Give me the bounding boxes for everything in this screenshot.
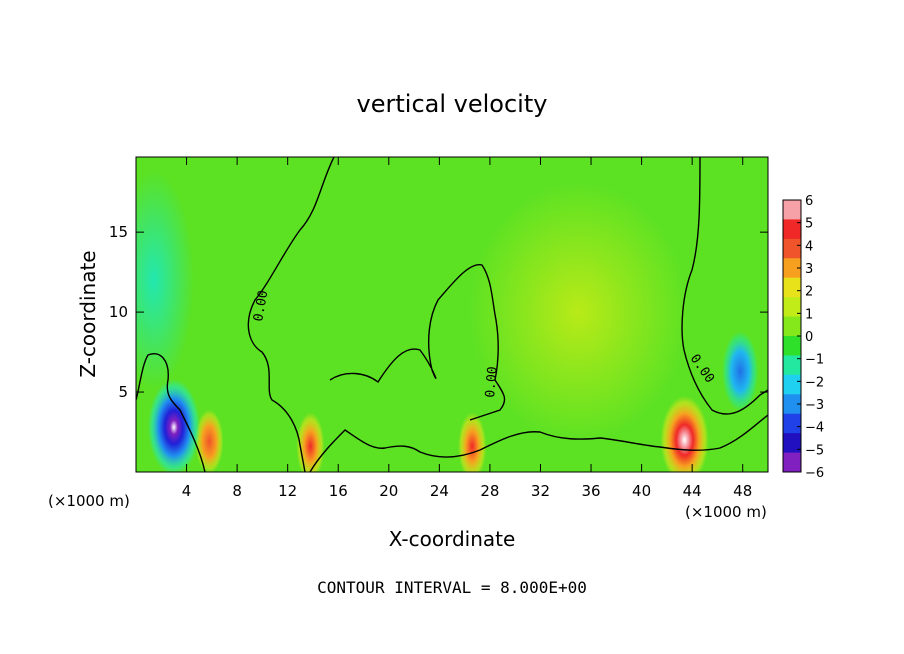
x-tick-label-0: 4 [182,482,192,500]
x-tick-label-5: 24 [430,482,449,500]
y-axis-label: Z-coordinate [76,250,100,377]
colorbar-label-7: −1 [805,353,824,368]
zero-contour-lowleft [136,353,206,472]
colorbar-swatch-10 [783,394,801,415]
y-tick-label-0: 5 [118,383,128,401]
x-tick-label-7: 32 [531,482,550,500]
zero-contours [136,157,768,472]
field-feature-3 [722,331,759,412]
colorbar-label-6: 0 [805,330,813,345]
x-tick-label-3: 16 [329,482,348,500]
colorbar-label-12: −6 [805,466,824,481]
field-feature-1 [136,170,194,391]
x-tick-label-8: 36 [581,482,600,500]
heatmap-field: 0.00 0.00 0.00 [136,157,768,472]
contour-interval-text: CONTOUR INTERVAL = 8.000E+00 [317,578,587,597]
x-tick-label-1: 8 [232,482,242,500]
colorbar-swatch-1 [783,219,801,240]
colorbar-swatch-13 [783,452,801,473]
field-feature-4 [296,412,325,472]
colorbar-swatch-3 [783,258,801,279]
y-tick-label-1: 10 [109,303,128,321]
x-tick-label-11: 48 [733,482,752,500]
colorbar-label-4: 2 [805,285,813,300]
contour-labels: 0.00 0.00 0.00 [251,289,717,398]
zero-contour-bottom [309,414,768,472]
contour-label-1: 0.00 [251,289,271,322]
colorbar-swatch-7 [783,336,801,356]
x-axis-label: X-coordinate [389,527,516,551]
x-tick-label-6: 28 [480,482,499,500]
x-axis: 4 8 12 16 20 24 28 32 36 40 44 48 [182,157,752,500]
field-feature-2 [195,409,224,472]
colorbar-label-10: −4 [805,421,824,436]
colorbar-label-0: 6 [805,194,813,209]
colorbar-swatch-6 [783,316,801,337]
colorbar-swatch-0 [783,200,801,220]
x-tick-label-10: 44 [683,482,702,500]
colorbar-swatch-4 [783,277,801,298]
field-feature-6 [147,379,200,472]
field-features [136,170,759,472]
x-tick-label-4: 20 [379,482,398,500]
x-unit-right: (×1000 m) [685,503,767,521]
x-unit-left: (×1000 m) [48,492,130,510]
plot-frame [135,156,769,473]
zero-contour-right [681,157,768,415]
colorbar-swatch-8 [783,355,801,376]
colorbar-label-5: 1 [805,307,813,322]
contour-label-2: 0.00 [483,366,501,399]
colorbar-label-8: −2 [805,375,824,390]
x-tick-label-2: 12 [278,482,297,500]
colorbar-swatch-12 [783,433,801,454]
colorbar: 6 5 4 3 2 1 0 −1 −2 −3 −4 −5 −6 [782,194,824,481]
field-feature-7 [660,396,709,472]
colorbar-label-2: 4 [805,239,813,254]
colorbar-label-9: −3 [805,398,824,413]
colorbar-swatch-5 [783,297,801,318]
y-axis: 5 10 15 [109,223,768,401]
field-feature-5 [458,412,487,472]
x-tick-label-9: 40 [632,482,651,500]
zero-contour-left [247,157,335,472]
zero-contour-middle [329,264,506,421]
field-feature-0 [468,182,689,443]
y-tick-label-2: 15 [109,223,128,241]
colorbar-label-11: −5 [805,443,824,458]
colorbar-swatch-9 [783,374,801,395]
colorbar-swatch-11 [783,413,801,434]
colorbar-label-3: 3 [805,262,813,277]
colorbar-swatch-2 [783,238,801,259]
colorbar-label-1: 5 [805,217,813,232]
chart-title: vertical velocity [357,90,548,118]
